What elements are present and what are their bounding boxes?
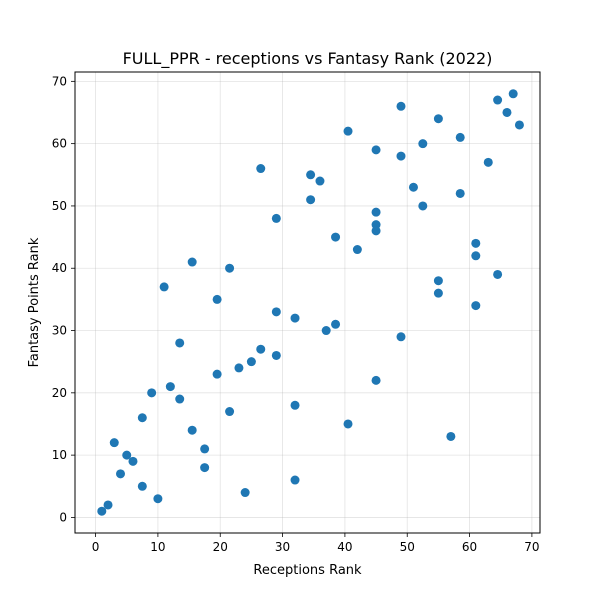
data-point xyxy=(200,463,210,473)
x-tick-label: 20 xyxy=(213,540,228,554)
data-point xyxy=(97,506,107,516)
data-point xyxy=(471,251,481,261)
x-tick-label: 40 xyxy=(337,540,352,554)
y-axis-ticks: 0 10 20 30 40 50 60 70 xyxy=(52,74,75,524)
data-point xyxy=(433,114,443,124)
data-point xyxy=(200,444,210,454)
data-point xyxy=(433,288,443,298)
data-point xyxy=(128,456,138,466)
data-point xyxy=(290,313,300,323)
x-axis-label: Receptions Rank xyxy=(253,563,362,578)
data-point xyxy=(371,375,381,385)
x-tick-label: 70 xyxy=(524,540,539,554)
data-points xyxy=(97,89,524,516)
data-point xyxy=(225,263,235,273)
data-point xyxy=(433,276,443,286)
chart-title: FULL_PPR - receptions vs Fantasy Rank (2… xyxy=(123,49,493,69)
x-tick-label: 0 xyxy=(92,540,100,554)
data-point xyxy=(256,344,266,354)
y-tick-label: 40 xyxy=(52,261,67,275)
data-point xyxy=(175,394,185,404)
x-tick-label: 50 xyxy=(400,540,415,554)
data-point xyxy=(352,245,362,255)
data-point xyxy=(306,195,316,205)
data-point xyxy=(240,488,250,498)
y-tick-label: 0 xyxy=(59,510,67,524)
data-point xyxy=(446,431,456,441)
data-point xyxy=(271,350,281,360)
y-tick-label: 20 xyxy=(52,386,67,400)
y-tick-label: 50 xyxy=(52,199,67,213)
data-point xyxy=(246,357,256,367)
data-point xyxy=(455,132,465,142)
data-point xyxy=(212,369,222,379)
data-point xyxy=(116,469,126,479)
data-point xyxy=(455,188,465,198)
y-tick-label: 60 xyxy=(52,137,67,151)
data-point xyxy=(290,400,300,410)
x-tick-label: 60 xyxy=(462,540,477,554)
data-point xyxy=(418,139,428,149)
data-point xyxy=(508,89,518,99)
data-point xyxy=(175,338,185,348)
data-point xyxy=(396,151,406,161)
data-point xyxy=(371,226,381,236)
data-point xyxy=(256,164,266,174)
data-point xyxy=(493,95,503,105)
data-point xyxy=(502,107,512,117)
data-point xyxy=(234,363,244,373)
data-point xyxy=(408,182,418,192)
data-point xyxy=(396,332,406,342)
data-point xyxy=(165,382,175,392)
data-point xyxy=(271,307,281,317)
data-point xyxy=(187,425,197,435)
data-point xyxy=(290,475,300,485)
y-axis-label: Fantasy Points Rank xyxy=(27,237,42,367)
data-point xyxy=(137,413,147,423)
data-point xyxy=(343,419,353,429)
data-point xyxy=(321,326,331,336)
x-axis-ticks: 0 10 20 30 40 50 60 70 xyxy=(92,533,540,554)
data-point xyxy=(153,494,163,504)
data-point xyxy=(471,238,481,248)
data-point xyxy=(371,207,381,217)
data-point xyxy=(514,120,524,130)
data-point xyxy=(371,220,381,230)
data-point xyxy=(147,388,157,398)
data-point xyxy=(418,201,428,211)
y-tick-label: 30 xyxy=(52,324,67,338)
x-tick-label: 30 xyxy=(275,540,290,554)
axes-frame xyxy=(74,71,541,534)
data-point xyxy=(103,500,113,510)
data-point xyxy=(225,407,235,417)
data-point xyxy=(343,126,353,136)
data-point xyxy=(212,294,222,304)
data-point xyxy=(396,101,406,111)
data-point xyxy=(331,232,341,242)
y-tick-label: 10 xyxy=(52,448,67,462)
data-point xyxy=(271,213,281,223)
x-tick-label: 10 xyxy=(150,540,165,554)
data-point xyxy=(471,301,481,311)
data-point xyxy=(371,145,381,155)
data-point xyxy=(493,269,503,279)
data-point xyxy=(483,157,493,167)
data-point xyxy=(122,450,132,460)
data-point xyxy=(159,282,169,292)
data-point xyxy=(187,257,197,267)
y-tick-label: 70 xyxy=(52,74,67,88)
data-point xyxy=(137,481,147,491)
data-point xyxy=(109,438,119,448)
data-point xyxy=(331,319,341,329)
data-point xyxy=(306,170,316,180)
data-point xyxy=(315,176,325,186)
